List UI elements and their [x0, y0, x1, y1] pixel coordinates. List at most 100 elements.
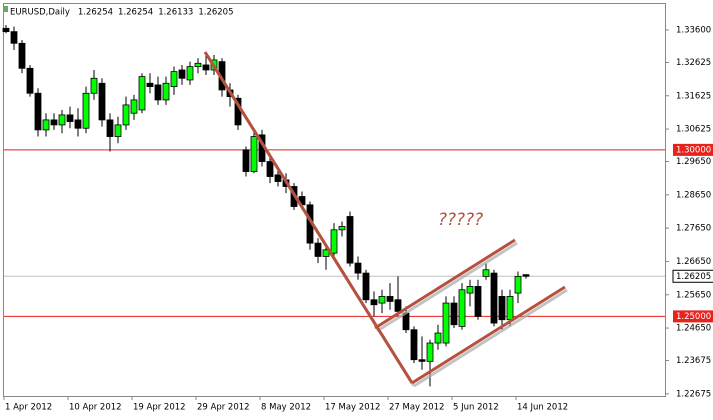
x-tick-label: 5 Jun 2012	[453, 403, 499, 413]
channel-upper	[374, 238, 516, 330]
y-tick-label: 1.25650	[676, 290, 711, 300]
y-tick-label: 1.33600	[676, 25, 711, 35]
candle-body	[410, 329, 418, 361]
x-tick-label: 14 Jun 2012	[517, 403, 568, 413]
candle-body	[386, 296, 394, 302]
candle-body	[2, 27, 10, 33]
candle-body	[322, 249, 330, 257]
y-tick-label: 1.23675	[676, 356, 711, 366]
trend-shadow	[413, 288, 568, 388]
candle-body	[50, 119, 58, 126]
candle-body	[186, 66, 194, 81]
candle-body	[450, 302, 458, 326]
y-tick-label: 1.26650	[676, 257, 711, 267]
x-tick-label: 27 May 2012	[389, 403, 444, 413]
candle-body	[418, 359, 426, 362]
candle-body	[490, 272, 498, 324]
candle-body	[474, 286, 482, 317]
level-label: 1.25000	[676, 312, 711, 322]
candle-body	[378, 296, 386, 304]
candle-body	[18, 42, 26, 69]
candle-body	[82, 92, 90, 129]
x-tick-label: 10 Apr 2012	[69, 403, 122, 413]
candle-body	[154, 84, 162, 101]
level-label-box	[673, 143, 713, 156]
candle-body	[498, 296, 506, 321]
y-tick-label: 1.32625	[676, 58, 711, 68]
candle-body	[202, 64, 210, 71]
plot-frame	[3, 3, 666, 397]
header-values: 1.26254 1.26254 1.26133 1.26205	[78, 8, 234, 18]
symbol-icon	[3, 6, 8, 12]
candle-body	[90, 77, 98, 94]
annotation: ?????	[438, 210, 483, 230]
x-tick-label: 8 May 2012	[261, 403, 311, 413]
trend-lines	[203, 51, 568, 388]
header-close: 1.26205	[198, 8, 233, 18]
candle-body	[162, 82, 170, 101]
candle-body	[314, 242, 322, 257]
candle-body	[42, 119, 50, 131]
current-price-box	[672, 269, 713, 283]
x-tick-label: 17 May 2012	[325, 403, 380, 413]
candle-body	[114, 124, 122, 137]
y-tick-label: 1.29650	[676, 157, 711, 167]
candle-body	[178, 69, 186, 79]
y-tick-label: 1.22675	[676, 389, 711, 399]
candle-body	[346, 216, 354, 264]
candle-body	[482, 269, 490, 277]
candle-body	[466, 286, 474, 294]
candle-body	[426, 342, 434, 362]
candle-body	[122, 104, 130, 126]
level-label: 1.30000	[676, 145, 711, 155]
header-high: 1.26254	[118, 8, 153, 18]
candle-body	[394, 299, 402, 312]
current-price-label: 1.26205	[676, 272, 711, 282]
x-tick-label: 19 Apr 2012	[133, 403, 186, 413]
candle-body	[266, 161, 274, 177]
candle-body	[26, 67, 34, 94]
candle-body	[58, 114, 66, 126]
candle-body	[442, 302, 450, 344]
candle-body	[194, 62, 202, 68]
candle-body	[370, 299, 378, 306]
candle-body	[354, 262, 362, 274]
candle-body	[250, 136, 258, 172]
header-low: 1.26133	[158, 8, 193, 18]
candle-body	[330, 229, 338, 254]
candle-body	[522, 274, 530, 277]
candle-body	[506, 296, 514, 321]
candle-body	[362, 272, 370, 301]
candle-body	[170, 71, 178, 87]
plot-area	[2, 24, 665, 387]
level-label-box	[673, 310, 713, 323]
candle-body	[514, 276, 522, 294]
candle-body	[458, 289, 466, 327]
channel-lower	[411, 285, 566, 385]
candle-body	[138, 76, 146, 111]
candle-body	[98, 82, 106, 121]
candle-body	[34, 92, 42, 131]
candle-body	[146, 82, 154, 87]
y-tick-label: 1.30625	[676, 125, 711, 135]
candle-body	[130, 99, 138, 114]
candle-body	[338, 226, 346, 231]
header-open: 1.26254	[78, 8, 113, 18]
candle-body	[74, 119, 82, 129]
x-tick-label: 1 Apr 2012	[5, 403, 52, 413]
y-tick-label: 1.24650	[676, 324, 711, 334]
candle-body	[66, 114, 74, 122]
candle-body	[106, 119, 114, 137]
candle-body	[242, 149, 250, 172]
trend-shadow	[376, 241, 518, 333]
candle-body	[10, 31, 18, 44]
chart-title: EURUSD,Daily	[10, 8, 70, 18]
y-tick-label: 1.27650	[676, 224, 711, 234]
y-tick-label: 1.28650	[676, 190, 711, 200]
candle-body	[434, 332, 442, 344]
candle-body	[274, 174, 282, 182]
x-tick-label: 29 Apr 2012	[197, 403, 250, 413]
y-tick-label: 1.31625	[676, 91, 711, 101]
